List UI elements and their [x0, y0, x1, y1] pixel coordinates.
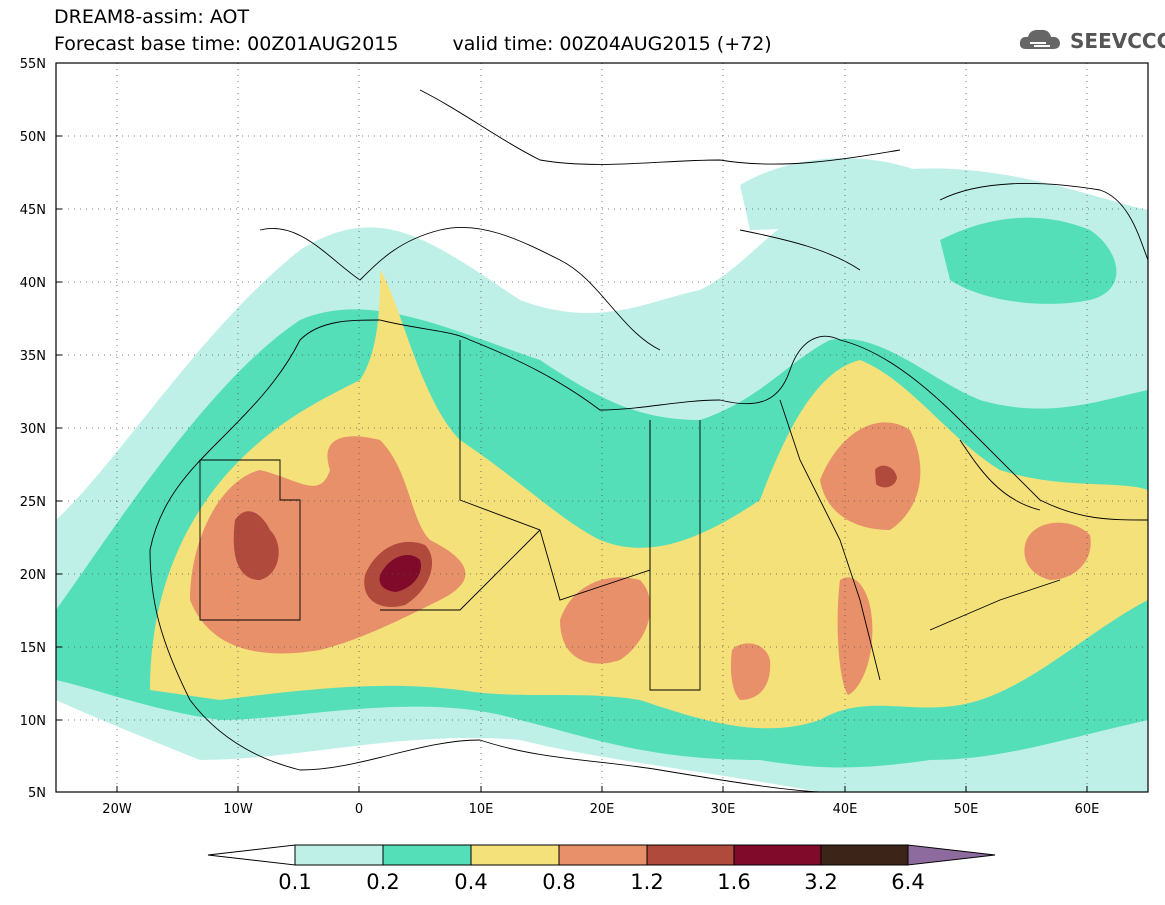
colorbar-label: 6.4 — [891, 870, 925, 894]
lon-label: 0 — [355, 802, 363, 817]
colorbar — [207, 844, 996, 866]
lat-label: 55N — [20, 57, 46, 72]
gridlines — [56, 63, 1148, 792]
lon-label: 40E — [833, 802, 858, 817]
lon-labels: 20W 10W 0 10E 20E 30E 40E 50E 60E — [102, 802, 1099, 817]
colorbar-label: 1.6 — [717, 870, 751, 894]
aot-contour-1.2c — [875, 465, 897, 488]
lon-label: 10E — [469, 802, 494, 817]
colorbar-label: 0.1 — [278, 870, 312, 894]
colorbar-label: 0.2 — [366, 870, 400, 894]
base-time: Forecast base time: 00Z01AUG2015 — [54, 33, 399, 55]
aot-contour-0.8c — [820, 422, 921, 530]
lat-label: 25N — [20, 495, 46, 510]
aot-contour-1.6 — [379, 555, 421, 592]
colorbar-label: 3.2 — [804, 870, 838, 894]
lat-label: 45N — [20, 203, 46, 218]
colorbar-swatch — [294, 844, 384, 866]
lat-label: 15N — [20, 641, 46, 656]
colorbar-swatch — [820, 844, 909, 866]
cloud-icon — [1019, 29, 1060, 49]
colorbar-swatch — [733, 844, 822, 866]
colorbar-swatch — [558, 844, 648, 866]
aot-contour-1.2 — [233, 511, 279, 580]
lat-labels: 55N 50N 45N 40N 35N 30N 25N 20N 15N 10N … — [20, 57, 46, 801]
aot-contour-0.8d — [1024, 522, 1091, 580]
colorbar-swatch — [382, 844, 472, 866]
coastlines — [149, 89, 1148, 792]
map-title: DREAM8-assim: AOT — [54, 6, 250, 28]
lat-label: 30N — [20, 422, 46, 437]
valid-time: valid time: 00Z04AUG2015 (+72) — [452, 33, 772, 55]
colorbar-label: 0.4 — [454, 870, 488, 894]
logo-text: SEEVCCC — [1070, 29, 1165, 53]
lon-label: 20W — [102, 802, 132, 817]
lon-label: 50E — [954, 802, 979, 817]
lat-label: 20N — [20, 568, 46, 583]
aot-field — [56, 63, 1148, 792]
lat-label: 10N — [20, 714, 46, 729]
map-subtitle: Forecast base time: 00Z01AUG2015 valid ti… — [54, 33, 772, 55]
colorbar-label: 0.8 — [542, 870, 576, 894]
aot-contour-0.8e — [837, 577, 873, 695]
lat-label: 40N — [20, 276, 46, 291]
lon-label: 10W — [223, 802, 253, 817]
lon-label: 30E — [711, 802, 736, 817]
aot-contour-0.1b — [740, 158, 940, 230]
lat-label: 5N — [28, 786, 46, 801]
lat-label: 35N — [20, 349, 46, 364]
colorbar-label: 1.2 — [630, 870, 664, 894]
colorbar-swatch — [907, 844, 996, 866]
lon-label: 20E — [590, 802, 615, 817]
lat-label: 50N — [20, 130, 46, 145]
aot-contour-0.8f — [730, 643, 771, 700]
lon-label: 60E — [1075, 802, 1100, 817]
aot-contour-0.2b — [940, 217, 1117, 304]
aot-contour-0.8b — [560, 577, 651, 664]
seevccc-logo: SEEVCCC — [1018, 25, 1165, 55]
tick-marks — [56, 62, 1088, 792]
colorbar-swatch — [207, 844, 296, 866]
colorbar-swatch — [470, 844, 560, 866]
colorbar-swatch — [646, 844, 735, 866]
